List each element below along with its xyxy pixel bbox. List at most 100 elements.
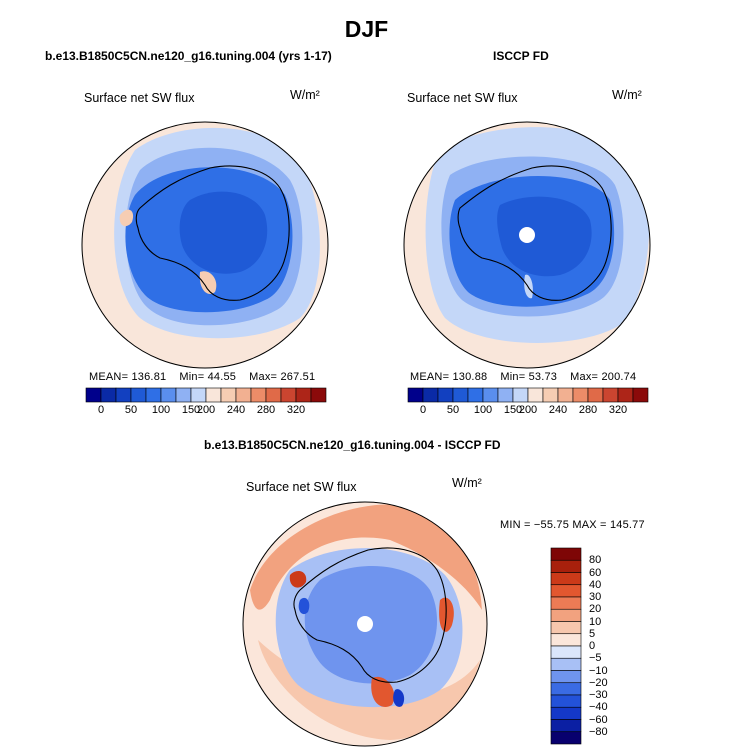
panel3-cold-spot-1 xyxy=(298,597,310,615)
panel1-colorbar-swatch xyxy=(310,387,327,403)
panel3-colorbar-tick-label: 40 xyxy=(589,578,602,591)
panel1-title: b.e13.B1850C5CN.ne120_g16.tuning.004 (yr… xyxy=(45,49,332,63)
panel3-colorbar-swatch xyxy=(550,694,582,708)
panel3-pole-hole xyxy=(357,616,373,632)
panel3-map-border xyxy=(242,501,488,747)
panel1-colorbar-tick-label: 280 xyxy=(256,404,276,416)
panel3-colorbar-tick-label: −40 xyxy=(589,701,608,714)
panel3-colorbar-swatch xyxy=(550,633,582,647)
panel2-mean-value: 130.88 xyxy=(452,371,488,383)
panel2-colorbar-tick-label: 320 xyxy=(608,404,628,416)
panel1-coastline xyxy=(135,165,290,301)
panel3-colorbar-tick-label: −5 xyxy=(589,652,602,665)
panel3-colorbar-swatch xyxy=(550,621,582,635)
panel2-variable-label: Surface net SW flux xyxy=(407,91,518,105)
panel3-warm-band-north xyxy=(250,504,482,610)
panel3-colorbar-tick-label: 60 xyxy=(589,566,602,579)
panel3-warm-band-south xyxy=(258,640,480,740)
panel2-colorbar-ticks: 0 50 100 150 200 240 280 320 xyxy=(408,404,648,418)
panel2-pole-hole xyxy=(519,227,535,243)
panel2-coastline xyxy=(457,165,612,301)
panel3-colorbar-tick-label: −80 xyxy=(589,725,608,738)
panel2-colorbar-tick-label: 50 xyxy=(446,404,460,416)
panel1-mean-value: 136.81 xyxy=(131,371,167,383)
panel3-colorbar-swatch xyxy=(550,719,582,733)
panel3-colorbar-swatch xyxy=(550,584,582,598)
panel3-colorbar-swatch xyxy=(550,596,582,610)
panel1-colorbar-tick-label: 150 xyxy=(181,404,201,416)
panel3-title: b.e13.B1850C5CN.ne120_g16.tuning.004 - I… xyxy=(204,438,501,452)
panel3-colorbar-swatch xyxy=(550,670,582,684)
panel1-max-value: 267.51 xyxy=(280,371,316,383)
panel3-colorbar-tick-label: 0 xyxy=(589,640,596,652)
panel2-max-label: Max= xyxy=(570,371,599,383)
panel1-colorbar-tick-label: 240 xyxy=(226,404,246,416)
panel1-units-label: W/m² xyxy=(290,88,320,102)
panel3-min-label: MIN = xyxy=(500,519,531,531)
panel2-colorbar-tick-label: 150 xyxy=(503,404,523,416)
panel3-colorbar-swatch xyxy=(550,706,582,720)
panel3-colorbar-tick-label: 80 xyxy=(589,554,602,567)
panel1-colorbar-tick-label: 100 xyxy=(151,404,171,416)
figure-title: DJF xyxy=(344,16,389,42)
panel3-colorbar-tick-label: −20 xyxy=(589,676,608,689)
panel1-mean-label: MEAN= xyxy=(89,371,129,383)
panel3-colorbar-swatch xyxy=(550,682,582,696)
panel2-colorbar-tick-label: 240 xyxy=(548,404,568,416)
panel3-colorbar-swatch xyxy=(550,547,582,561)
panel2-colorbar-tick-label: 280 xyxy=(578,404,598,416)
panel1-colorbar-tick-label: 320 xyxy=(286,404,306,416)
panel2-mean-label: MEAN= xyxy=(410,371,450,383)
panel3-colorbar-swatch xyxy=(550,645,582,659)
panel1-colorbar xyxy=(85,387,327,403)
panel3-colorbar-swatch xyxy=(550,731,582,745)
panel1-variable-label: Surface net SW flux xyxy=(84,91,195,105)
panel3-stats: MIN = −55.75 MAX = 145.77 xyxy=(500,519,645,531)
panel2-title: ISCCP FD xyxy=(493,49,549,63)
panel2-interior-field xyxy=(497,196,592,277)
panel1-colorbar-ticks: 0 50 100 150 200 240 280 320 xyxy=(86,404,326,418)
panel1-colorbar-tick-label: 0 xyxy=(97,404,105,416)
panel2-stats: MEAN= 130.88 Min= 53.73 Max= 200.74 xyxy=(410,371,636,383)
panel2-units-label: W/m² xyxy=(612,88,642,102)
panel1-warm-patch-2 xyxy=(119,209,134,227)
panel1-stats: MEAN= 136.81 Min= 44.55 Max= 267.51 xyxy=(89,371,315,383)
panel1-min-label: Min= xyxy=(179,371,205,383)
panel2-max-value: 200.74 xyxy=(601,371,637,383)
panel3-colorbar-tick-label: 20 xyxy=(589,603,602,616)
panel2-colorbar-tick-label: 100 xyxy=(473,404,493,416)
panel1-min-value: 44.55 xyxy=(207,371,237,383)
panel2-min-value: 53.73 xyxy=(528,371,558,383)
panel3-colorbar-tick-label: −10 xyxy=(589,664,608,677)
panel2-colorbar-tick-label: 200 xyxy=(518,404,538,416)
panel3-variable-label: Surface net SW flux xyxy=(246,480,357,494)
panel3-colorbar-tick-label: 30 xyxy=(589,591,602,603)
panel3-hot-spot-3 xyxy=(371,676,395,707)
panel3-coastline xyxy=(293,547,447,683)
panel3-max-value: 145.77 xyxy=(609,519,645,531)
panel1-interior-field xyxy=(179,191,268,274)
panel3-colorbar-tick-label: −30 xyxy=(589,689,608,701)
panel1-max-label: Max= xyxy=(249,371,278,383)
panel2-colorbar xyxy=(407,387,649,403)
panel1-warm-patch xyxy=(199,271,217,294)
panel2-map-border xyxy=(403,121,651,369)
panel3-cold-spot-2 xyxy=(393,689,405,707)
panel2-colorbar-swatch xyxy=(632,387,649,403)
panel2-min-label: Min= xyxy=(500,371,526,383)
panel3-colorbar-swatch xyxy=(550,559,582,573)
panel3-units-label: W/m² xyxy=(452,476,482,490)
panel3-colorbar-tick-label: −60 xyxy=(589,713,608,726)
panel3-colorbar xyxy=(550,547,582,745)
panel3-hot-spot-1 xyxy=(289,570,307,588)
panel2-colorbar-tick-label: 0 xyxy=(419,404,427,416)
panel3-colorbar-swatch xyxy=(550,608,582,622)
panel3-colorbar-tick-label: 10 xyxy=(589,615,602,628)
panel3-colorbar-swatch xyxy=(550,572,582,586)
panel1-colorbar-tick-label: 200 xyxy=(196,404,216,416)
panel3-max-label: MAX = xyxy=(572,519,607,531)
panel1-colorbar-tick-label: 50 xyxy=(124,404,138,416)
